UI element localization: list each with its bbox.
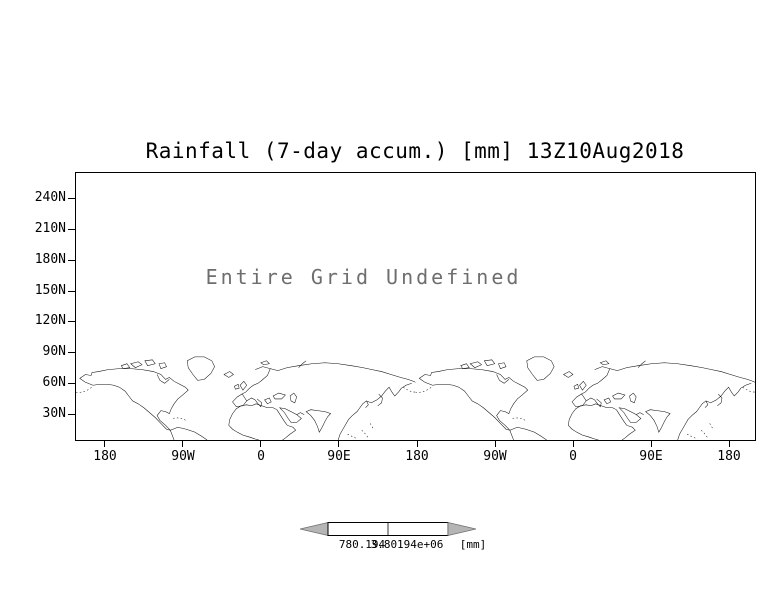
colorbar-min-label: 780.194	[338, 538, 386, 551]
x-tick-label: 0	[569, 449, 577, 464]
x-tick-label: 90W	[171, 449, 195, 464]
map-copy-1	[76, 356, 416, 440]
x-tick-label: 90E	[327, 449, 351, 464]
y-axis-tick-marks	[68, 198, 75, 415]
x-tick-label: 90W	[483, 449, 507, 464]
x-tick-mark	[729, 441, 730, 447]
colorbar-graphic	[300, 522, 476, 536]
map-copy-2	[415, 356, 755, 440]
x-tick-mark	[416, 441, 418, 447]
y-tick-mark	[68, 290, 75, 292]
x-tick-mark	[494, 441, 496, 447]
y-tick-mark	[68, 413, 75, 415]
x-tick-label: 0	[257, 449, 265, 464]
colorbar-right-arrow	[447, 522, 476, 536]
x-tick-label: 180	[93, 449, 117, 464]
y-tick-label: 30N	[42, 405, 66, 421]
y-tick-mark	[68, 321, 75, 323]
y-tick-label: 240N	[34, 190, 66, 205]
y-tick-label: 180N	[34, 251, 66, 267]
x-tick-mark	[338, 441, 340, 447]
y-tick-mark	[68, 198, 75, 199]
y-tick-mark	[68, 352, 75, 354]
colorbar-left-arrow	[300, 522, 329, 536]
x-axis-tick-marks	[104, 441, 730, 447]
y-tick-mark	[68, 383, 75, 385]
y-tick-label: 150N	[34, 282, 66, 298]
colorbar-labels: 780.194 3.80194e+06 [mm]	[300, 538, 510, 554]
plot-title: Rainfall (7-day accum.) [mm] 13Z10Aug201…	[145, 139, 685, 163]
y-tick-label: 60N	[42, 375, 66, 391]
colorbar: 780.194 3.80194e+06 [mm]	[300, 522, 510, 566]
x-tick-mark	[104, 441, 105, 447]
colorbar-units-label: [mm]	[459, 538, 487, 551]
y-tick-label: 90N	[42, 344, 66, 360]
x-tick-label: 180	[405, 449, 429, 464]
x-axis-labels: 180 90W 0 90E 180 90W 0 90E 180	[75, 449, 759, 464]
y-tick-mark	[68, 259, 75, 261]
plot-area: Entire Grid Undefined	[75, 172, 756, 441]
x-tick-mark	[260, 441, 262, 447]
world-map	[76, 356, 755, 440]
x-tick-label: 180	[717, 449, 741, 464]
x-tick-label: 90E	[639, 449, 663, 464]
y-tick-label: 120N	[34, 313, 66, 329]
colorbar-max-label: 3.80194e+06	[370, 538, 444, 551]
x-tick-mark	[572, 441, 574, 447]
grid-undefined-message: Entire Grid Undefined	[205, 265, 522, 289]
x-tick-mark	[650, 441, 652, 447]
x-tick-mark	[182, 441, 184, 447]
y-tick-label: 210N	[34, 220, 66, 236]
y-axis-labels: 240N 210N 180N 150N 120N 90N 60N 30N	[14, 191, 66, 421]
y-tick-mark	[68, 228, 75, 230]
